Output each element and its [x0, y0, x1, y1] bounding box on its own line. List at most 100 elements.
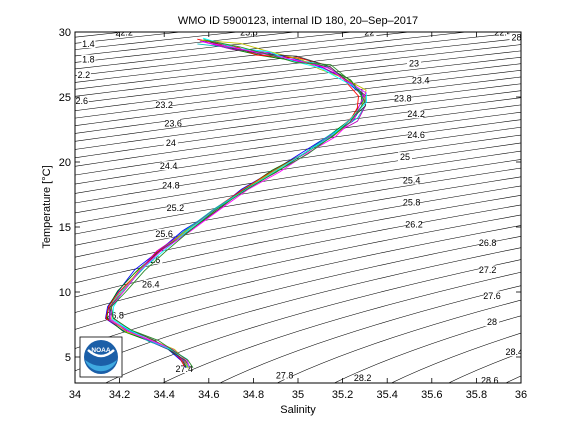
- isoline-label-bg: [404, 175, 419, 185]
- isoline-label-bg: [163, 180, 178, 190]
- y-tick-label: 5: [65, 352, 71, 364]
- isoline-label: 23.4: [412, 75, 430, 85]
- y-tick-label: 20: [59, 157, 71, 169]
- isoline-label: 28.2: [354, 373, 372, 383]
- profile-line: [110, 39, 366, 369]
- x-axis-label: Salinity: [280, 404, 316, 416]
- isoline-label: 23.8: [394, 94, 412, 104]
- x-tick-label: 35.6: [421, 389, 442, 401]
- isoline-label-bg: [241, 32, 256, 37]
- y-tick-label: 30: [59, 27, 71, 39]
- isoline-label: 22.4: [494, 27, 512, 37]
- isoline: [390, 332, 521, 383]
- isoline: [75, 76, 521, 134]
- isoline-label: 26.8: [479, 238, 497, 248]
- isoline-label: 26.4: [142, 280, 160, 290]
- isoline-label-bg: [166, 118, 181, 128]
- isoline-label: 24.4: [160, 161, 178, 171]
- isoline-label-bg: [117, 32, 132, 37]
- isoline-label-bg: [177, 364, 192, 373]
- ts-profiles: [105, 37, 368, 369]
- noaa-logo: NOAA: [79, 336, 123, 378]
- profile-line: [112, 37, 368, 367]
- isoline-label-bg: [507, 347, 521, 357]
- isoline-label: 22.2: [115, 27, 133, 37]
- isoline-label-bg: [362, 32, 377, 37]
- isoline-label: 25: [400, 152, 410, 162]
- isoline-label-bg: [395, 93, 410, 103]
- isoline-label: 26.2: [405, 220, 423, 230]
- y-tick-label: 15: [59, 222, 71, 234]
- isoline-label-bg: [143, 279, 158, 289]
- isoline-label: 27.6: [483, 291, 501, 301]
- isoline-label-bg: [163, 137, 178, 147]
- isoline-label-bg: [509, 32, 521, 42]
- isoline-label: 2.2: [78, 70, 91, 80]
- isoline-label: 27.4: [176, 364, 194, 374]
- isoline-label-bg: [407, 58, 421, 68]
- isoline-label: 24.8: [162, 181, 180, 191]
- isoline-label: 28.4: [506, 347, 524, 357]
- isoline: [75, 204, 521, 298]
- isoline-label-bg: [108, 310, 123, 320]
- y-tick-label: 10: [59, 287, 71, 299]
- isoline-label-bg: [148, 254, 163, 264]
- isoline-label: 24: [166, 138, 176, 148]
- isoline-label-bg: [485, 291, 499, 301]
- isoline-label-bg: [161, 161, 176, 171]
- x-tick-label: 34: [69, 389, 81, 401]
- isoline-label-bg: [480, 237, 495, 247]
- x-tick-label: 34.2: [109, 389, 130, 401]
- isoline-label: 25.4: [403, 176, 421, 186]
- isoline-label-bg: [157, 228, 172, 238]
- x-tick-label: 35.2: [332, 389, 353, 401]
- isoline: [75, 176, 521, 258]
- isoline-label: 28: [511, 33, 521, 43]
- isoline-label: 26: [150, 255, 160, 265]
- isoline-label-bg: [81, 54, 96, 64]
- isoline-label-bg: [409, 109, 424, 119]
- isoline-label-bg: [407, 219, 421, 229]
- isoline: [75, 247, 521, 372]
- isoline-label: 23.2: [155, 100, 173, 110]
- isoline: [75, 185, 521, 270]
- isoline-label-bg: [168, 202, 183, 212]
- isoline-label-bg: [496, 32, 511, 37]
- isoline-label: 28.6: [481, 376, 499, 386]
- isoline-labels: 1.4 1.8 2.2 2.6 22.2 23.2 23.6 24 24.4 24.8 25.2 25…: [75, 27, 524, 386]
- isoline-label-bg: [413, 75, 428, 85]
- isoline: [75, 159, 521, 235]
- x-tick-label: 35.4: [376, 389, 397, 401]
- isoline-label: 28: [487, 317, 497, 327]
- x-tick-label: 35.8: [466, 389, 487, 401]
- isoline-label: 24.6: [407, 130, 425, 140]
- isoline: [162, 271, 521, 383]
- isoline-label: 24.2: [407, 109, 425, 119]
- isoline-label-bg: [355, 373, 370, 383]
- x-tick-label: 35: [292, 389, 304, 401]
- isoline-label: 25.8: [240, 27, 258, 37]
- isoline: [75, 194, 521, 284]
- isoline-label-bg: [482, 375, 497, 383]
- isoline: [75, 167, 521, 246]
- isoline-label: 1.4: [82, 39, 95, 49]
- isoline: [104, 259, 521, 383]
- isoline: [75, 150, 521, 224]
- x-tick-label: 36: [515, 389, 527, 401]
- isoline-label: 22: [364, 27, 374, 37]
- isoline: [75, 50, 521, 104]
- noaa-logo-text: NOAA: [91, 347, 110, 354]
- y-axis-ticks: 5 10 15 20 25 30: [59, 27, 521, 364]
- isoline-label: 2.6: [75, 96, 88, 106]
- x-tick-label: 34.8: [243, 389, 264, 401]
- profile-line: [110, 40, 367, 367]
- isoline-label: 26.8: [106, 311, 124, 321]
- isoline-label-bg: [277, 370, 292, 380]
- isoline-label-bg: [480, 265, 495, 275]
- isoline: [333, 315, 521, 383]
- isoline-label: 27.8: [276, 371, 294, 381]
- isoline-label-bg: [157, 100, 172, 110]
- chart-title: WMO ID 5900123, internal ID 180, 20–Sep–…: [178, 15, 418, 27]
- isoline-label: 25.2: [167, 203, 185, 213]
